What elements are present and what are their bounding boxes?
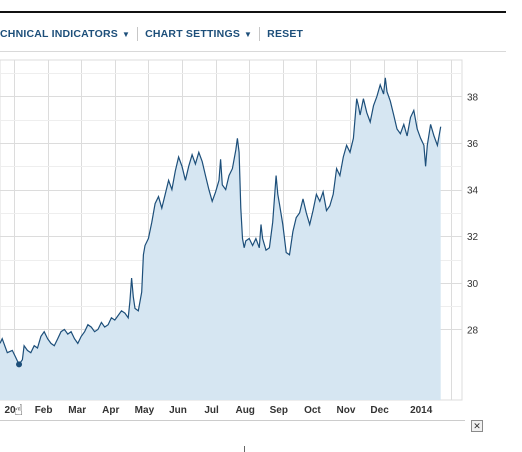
x-tick-label: Feb <box>35 405 53 416</box>
caret-down-icon: ▼ <box>244 29 253 39</box>
technical-indicators-label: CHNICAL INDICATORS <box>0 28 118 40</box>
chart-settings-menu[interactable]: CHART SETTINGS ▼ <box>145 28 252 40</box>
y-tick-label: 36 <box>467 139 479 150</box>
toolbar-separator <box>259 27 261 41</box>
y-tick-label: 30 <box>467 279 479 290</box>
top-border <box>0 11 506 13</box>
hover-marker <box>16 361 23 368</box>
x-tick-label: May <box>135 405 155 416</box>
chart-toolbar: CHNICAL INDICATORS ▼ CHART SETTINGS ▼ RE… <box>0 24 506 44</box>
lower-panel-tick <box>244 446 245 452</box>
y-tick-label: 28 <box>467 325 479 336</box>
close-panel-button[interactable]: ✕ <box>471 420 483 432</box>
x-tick-label: 2014 <box>410 405 433 416</box>
chart-bottom-divider <box>0 420 465 421</box>
chart-settings-label: CHART SETTINGS <box>145 28 241 40</box>
x-tick-label: Aug <box>235 405 254 416</box>
price-line <box>0 77 442 366</box>
toolbar-separator <box>137 27 139 41</box>
x-tick-label: Sep <box>270 405 288 416</box>
x-tick-label: 20 <box>4 405 16 416</box>
x-tick-label: Mar <box>68 405 86 416</box>
y-tick-label: 38 <box>467 92 479 103</box>
toolbar-divider <box>0 51 506 52</box>
price-area-fill <box>0 77 441 401</box>
x-tick-label: Oct <box>304 405 321 416</box>
technical-indicators-menu[interactable]: CHNICAL INDICATORS ▼ <box>0 28 130 40</box>
caret-down-icon: ▼ <box>121 29 131 39</box>
price-chart[interactable]: 28 30 32 34 36 38 20 Feb Mar Apr May Jun Jul Aug Sep O… <box>0 58 506 418</box>
reset-label: RESET <box>267 28 304 40</box>
reset-button[interactable]: RESET <box>267 28 303 40</box>
x-tick-label: Jul <box>204 405 219 416</box>
x-tick-label: Dec <box>370 405 389 416</box>
x-axis-labels: 20 Feb Mar Apr May Jun Jul Aug Sep Oct Nov Dec 2014 <box>4 405 432 416</box>
x-tick-label: Nov <box>337 405 356 416</box>
y-tick-label: 32 <box>467 232 479 243</box>
y-axis-labels: 28 30 32 34 36 38 <box>467 92 479 336</box>
y-tick-label: 34 <box>467 186 479 197</box>
x-tick-label: Jun <box>169 405 187 416</box>
hand-pointer-icon: ☝ <box>14 401 23 418</box>
x-tick-label: Apr <box>102 405 119 416</box>
